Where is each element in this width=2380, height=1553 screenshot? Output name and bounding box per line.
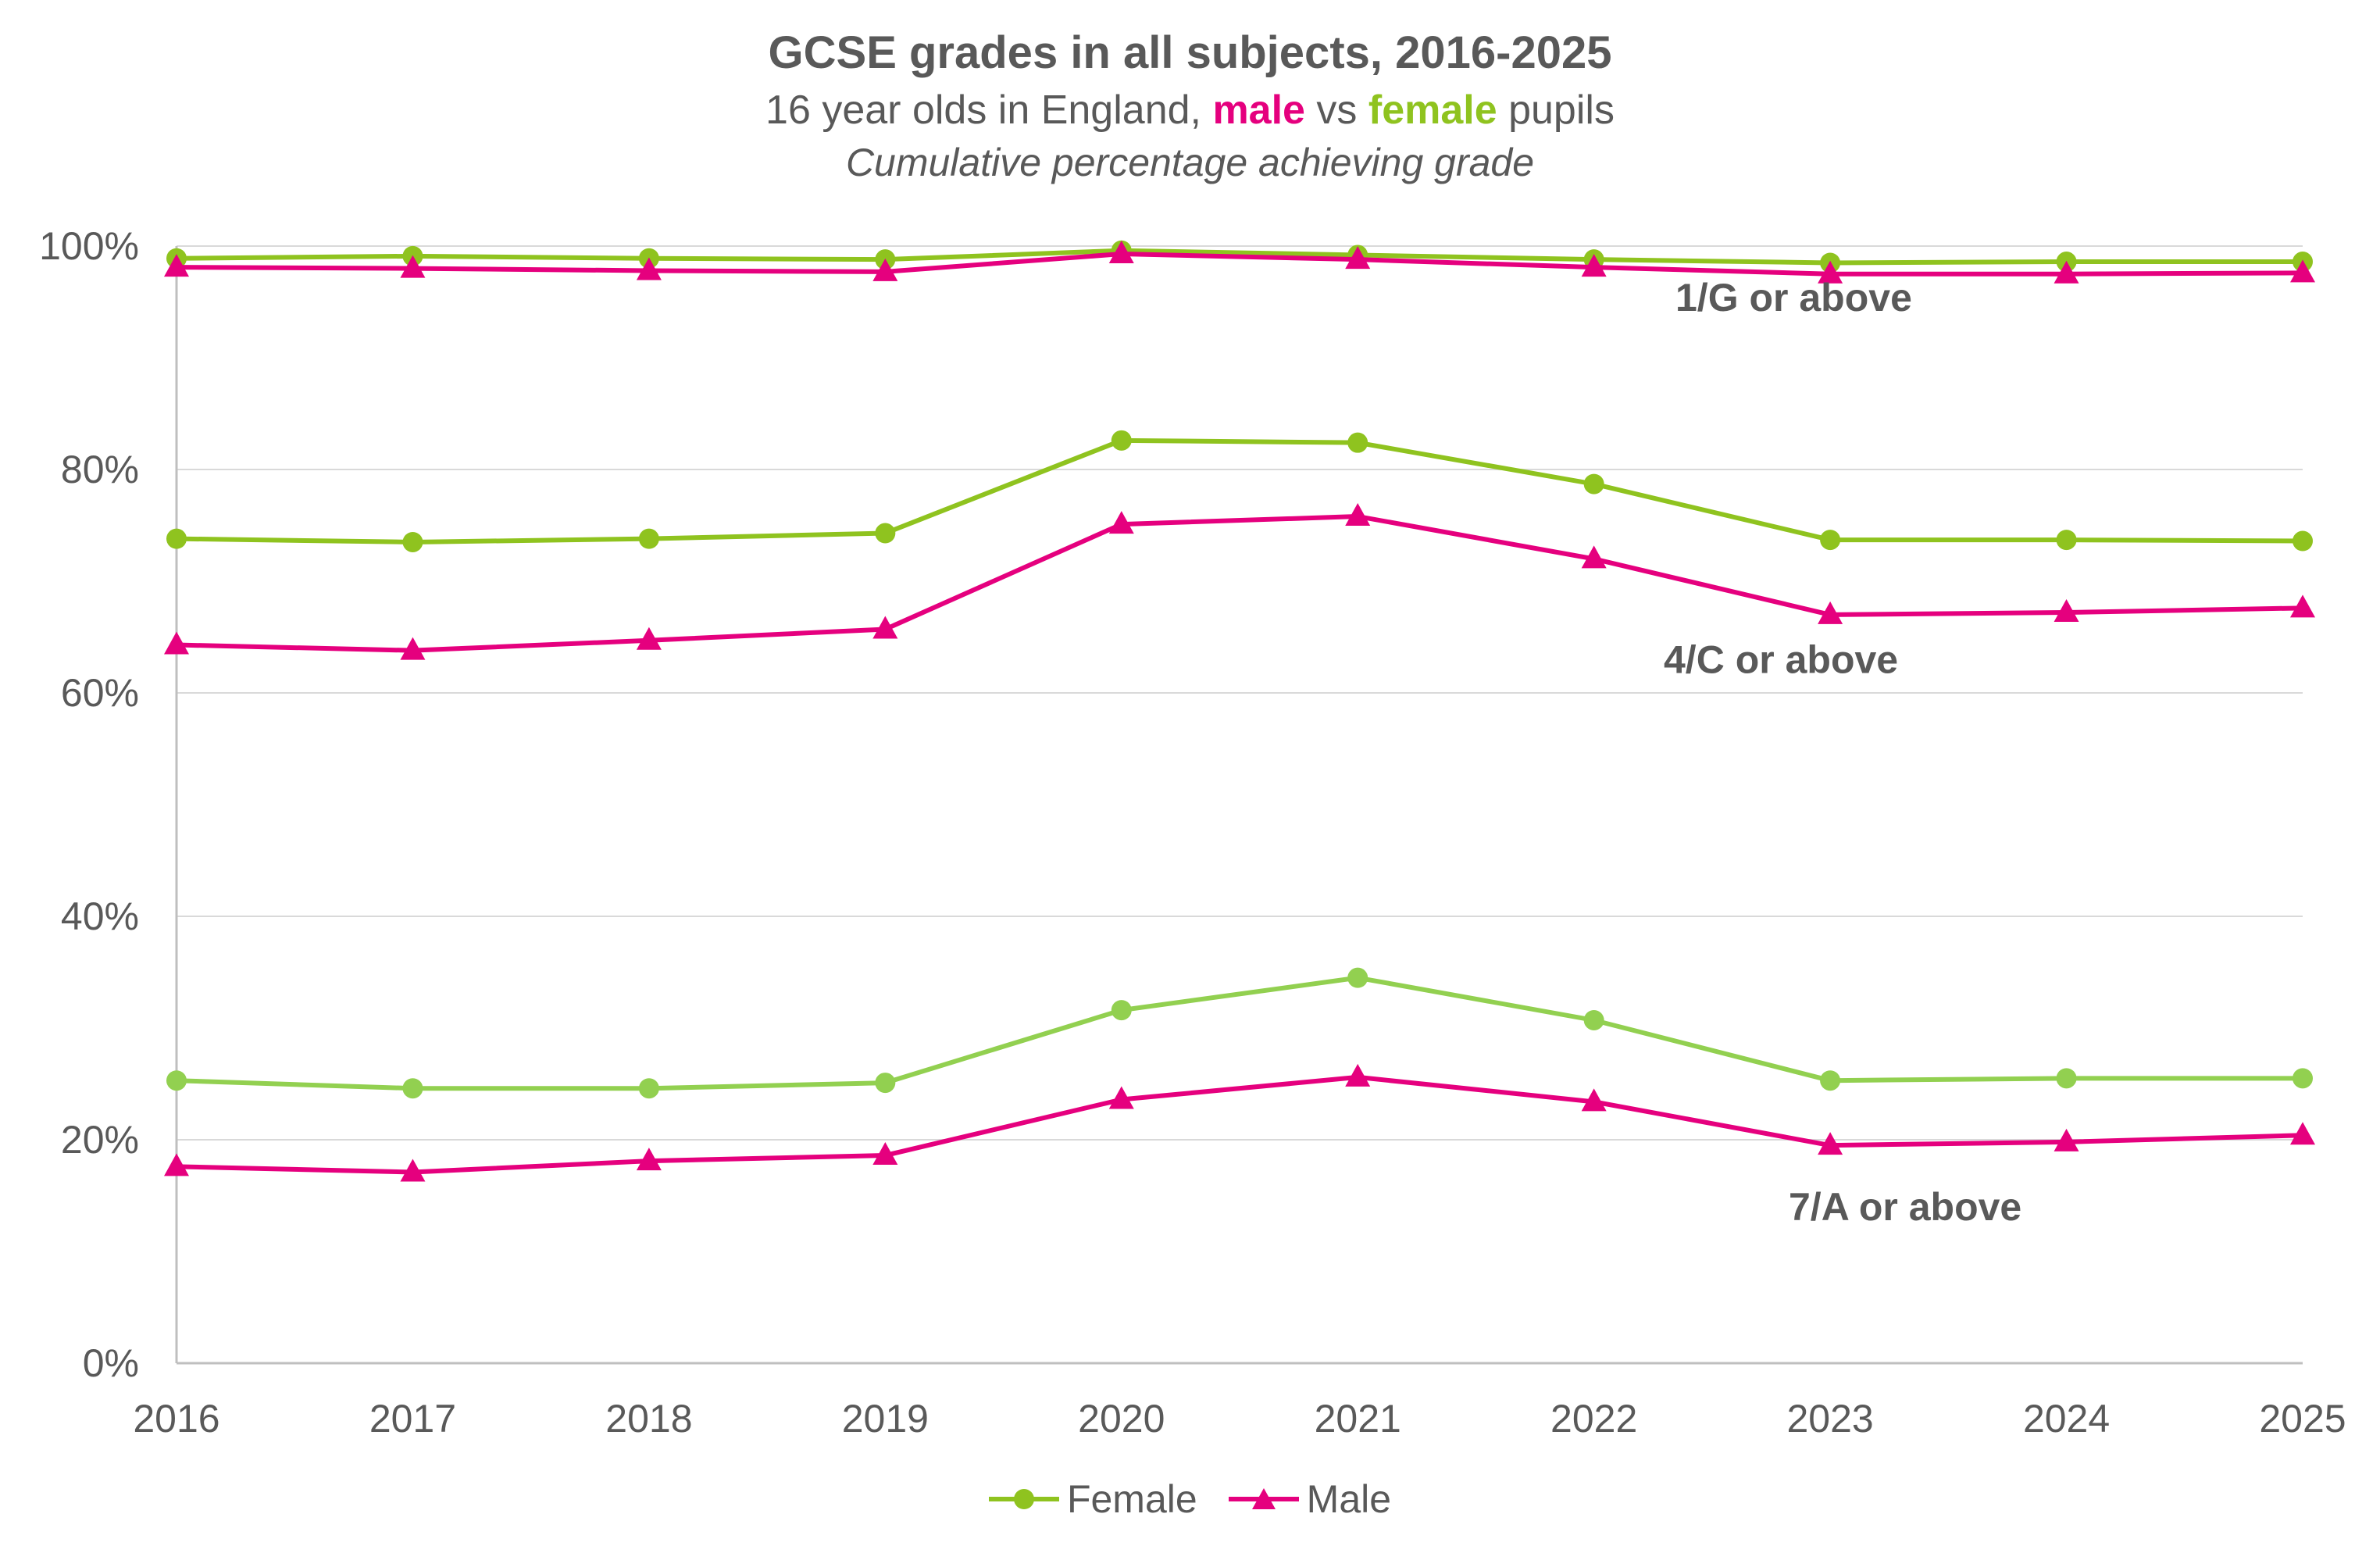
x-tick-label: 2024 (2023, 1397, 2110, 1441)
male-point-marker (636, 1148, 662, 1171)
male-point-marker (1345, 1063, 1371, 1087)
female-point-marker (1111, 1000, 1132, 1021)
male-point-marker (1818, 260, 1843, 284)
female-point-marker (1583, 473, 1604, 494)
male-point-marker (872, 1142, 898, 1166)
male-point-marker (164, 1153, 189, 1176)
legend-item-male: Male (1228, 1476, 1392, 1522)
chart-legend: Female Male (0, 1476, 2380, 1522)
x-tick-label: 2023 (1786, 1397, 1873, 1441)
series-line-male (176, 252, 2303, 277)
female-point-marker (1347, 967, 1368, 988)
subtitle-prefix: 16 year olds in England, (765, 87, 1213, 133)
male-point-marker (1818, 601, 1843, 624)
band-annotation: 4/C or above (1664, 637, 1898, 681)
male-point-marker (1345, 246, 1371, 270)
band-annotation: 7/A or above (1789, 1185, 2021, 1229)
series-line-female (176, 248, 2303, 266)
chart-subtitle: 16 year olds in England, male vs female … (0, 84, 2380, 136)
y-tick-label: 0% (83, 1341, 139, 1385)
series-line-male (176, 514, 2303, 653)
male-point-marker (1818, 1132, 1843, 1155)
male-point-marker (1108, 511, 1134, 534)
male-point-marker (2054, 260, 2079, 284)
female-point-marker (1583, 1009, 1604, 1030)
female-point-marker (1820, 1070, 1841, 1091)
male-point-marker (2290, 1122, 2315, 1145)
series-line-female (176, 975, 2303, 1091)
female-point-marker (166, 528, 187, 549)
male-point-marker (872, 258, 898, 281)
male-point-marker (2054, 599, 2079, 623)
male-point-marker (400, 637, 426, 660)
male-point-marker (872, 616, 898, 639)
female-point-marker (166, 1070, 187, 1091)
legend-item-female: Female (988, 1476, 1197, 1522)
x-tick-label: 2021 (1315, 1397, 1401, 1441)
male-point-marker (1581, 254, 1607, 277)
x-tick-label: 2025 (2259, 1397, 2346, 1441)
x-tick-label: 2018 (605, 1397, 692, 1441)
male-point-marker (2290, 259, 2315, 283)
y-tick-label: 80% (61, 448, 139, 491)
subtitle-vs: vs (1304, 87, 1368, 133)
y-tick-label: 20% (61, 1118, 139, 1162)
legend-label-female: Female (1066, 1477, 1197, 1521)
male-point-marker (164, 254, 189, 277)
male-point-marker (400, 255, 426, 278)
male-point-marker (636, 257, 662, 280)
subtitle-female-word: female (1368, 87, 1497, 133)
subtitle-male-word: male (1212, 87, 1305, 133)
female-point-marker (638, 528, 659, 549)
male-point-marker (400, 1159, 426, 1182)
y-tick-label: 60% (61, 671, 139, 715)
chart-title: GCSE grades in all subjects, 2016-2025 (768, 27, 1612, 78)
female-point-marker (875, 1073, 896, 1094)
male-point-marker (1581, 1088, 1607, 1112)
female-point-marker (638, 1078, 659, 1099)
female-point-marker (402, 1078, 423, 1099)
male-point-marker (1581, 545, 1607, 569)
female-point-marker (2056, 530, 2077, 551)
x-tick-label: 2022 (1550, 1397, 1637, 1441)
female-point-marker (1347, 432, 1368, 453)
male-point-marker (164, 631, 189, 655)
subtitle-suffix: pupils (1497, 87, 1615, 133)
female-point-marker (2293, 530, 2313, 552)
male-point-marker (636, 627, 662, 650)
y-tick-label: 100% (39, 224, 139, 268)
female-point-marker (2056, 1068, 2077, 1089)
chart-header: GCSE grades in all subjects, 2016-2025 1… (0, 22, 2380, 189)
series-line-female (176, 437, 2303, 544)
x-tick-label: 2020 (1078, 1397, 1165, 1441)
female-point-marker (875, 523, 896, 544)
x-tick-label: 2017 (369, 1397, 456, 1441)
male-point-marker (2290, 594, 2315, 618)
male-point-marker (1108, 1086, 1134, 1109)
male-point-marker (2054, 1128, 2079, 1151)
series-line-male (176, 1074, 2303, 1175)
female-point-marker (1111, 430, 1132, 451)
band-annotation: 1/G or above (1675, 276, 1912, 320)
male-point-marker (1108, 241, 1134, 264)
female-point-marker (402, 531, 423, 552)
x-tick-label: 2019 (842, 1397, 929, 1441)
female-point-marker (1820, 530, 1841, 551)
chart-subtitle-italic: Cumulative percentage achieving grade (845, 141, 1535, 184)
male-point-marker (1345, 503, 1371, 527)
x-tick-label: 2016 (133, 1397, 219, 1441)
y-tick-label: 40% (61, 894, 139, 938)
female-point-marker (2293, 1068, 2313, 1089)
legend-label-male: Male (1306, 1477, 1392, 1521)
legend-female-marker-icon (988, 1487, 1059, 1511)
legend-male-marker-icon (1228, 1487, 1299, 1511)
